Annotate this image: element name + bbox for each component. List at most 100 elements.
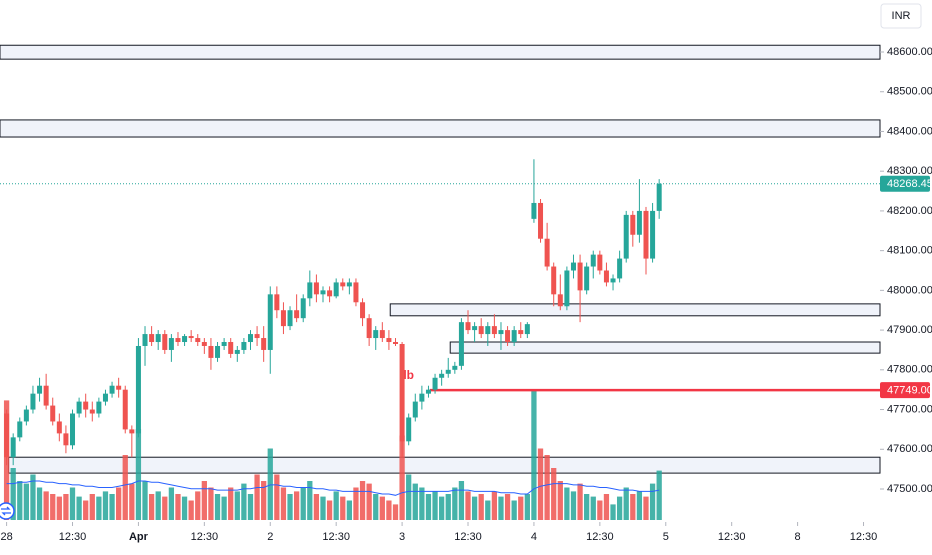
- candle-body: [630, 214, 636, 235]
- candle-body: [445, 369, 451, 374]
- candle-body: [221, 342, 227, 346]
- candle-body: [485, 326, 491, 335]
- logo[interactable]: [0, 502, 15, 520]
- candle-body: [577, 262, 583, 291]
- volume-bar: [102, 491, 109, 520]
- volume-bar: [320, 496, 326, 520]
- y-tick-label: 47700.00: [887, 403, 932, 415]
- candle-body: [327, 290, 333, 297]
- candle-body: [505, 330, 511, 343]
- candle-body: [399, 343, 405, 442]
- volume-bar: [89, 494, 95, 520]
- candle-body: [294, 310, 300, 319]
- currency: INR: [892, 10, 911, 22]
- x-tick-label: 12:30: [59, 531, 87, 543]
- x-tick-label: 2: [267, 531, 273, 543]
- logo-arrows: [1, 506, 11, 516]
- x-tick-label: 12:30: [322, 531, 350, 543]
- candle-body: [313, 282, 319, 295]
- candle-body: [393, 342, 399, 344]
- candle-body: [109, 385, 115, 394]
- volume-bar: [531, 390, 537, 520]
- volume-bar: [419, 487, 425, 520]
- volume-bar: [228, 487, 234, 520]
- candle-body: [610, 278, 616, 283]
- candle-body: [544, 238, 550, 267]
- candle-body: [333, 282, 339, 297]
- y-tick-label: 48200.00: [887, 205, 932, 217]
- volume-bar: [359, 481, 366, 520]
- x-tick-label: 12:30: [191, 531, 219, 543]
- candle-body: [76, 401, 82, 414]
- candle-body: [37, 385, 43, 394]
- volume-bar: [544, 455, 550, 520]
- candle-body: [267, 294, 273, 350]
- candle-body: [63, 433, 69, 446]
- candle-body: [590, 254, 596, 267]
- volume-bar: [241, 483, 247, 520]
- x-tick-label: 12:30: [718, 531, 746, 543]
- candle-body: [366, 318, 372, 339]
- volume-bar: [261, 481, 267, 520]
- volume-bar: [340, 496, 346, 520]
- y-tick-label: 48100.00: [887, 245, 932, 257]
- volume-bar: [518, 496, 524, 520]
- candle-body: [603, 270, 609, 283]
- candle-body: [162, 334, 168, 350]
- volume-bar: [181, 496, 188, 520]
- volume-bar: [162, 496, 168, 520]
- volume-bar: [478, 494, 484, 520]
- volume-bar: [623, 487, 629, 520]
- candle-body: [346, 282, 352, 287]
- level-tag: [880, 382, 930, 399]
- volume-bar: [36, 487, 43, 520]
- candle-body: [432, 377, 438, 390]
- currency-box[interactable]: [880, 3, 922, 29]
- candle-body: [188, 336, 194, 339]
- candle-body: [96, 401, 102, 414]
- candle-body: [531, 202, 537, 219]
- volume-bar: [201, 481, 207, 520]
- volume-bar: [195, 491, 201, 520]
- volume-ma: [6, 480, 660, 496]
- volume-bar: [406, 474, 412, 520]
- x-tick-label: 12:30: [850, 531, 878, 543]
- volume-bar: [135, 429, 142, 520]
- candle-body: [287, 310, 293, 327]
- volume-bar: [221, 496, 227, 520]
- volume-bar: [610, 504, 616, 520]
- candle-body: [175, 338, 181, 343]
- volume-bar: [293, 491, 300, 520]
- volume-bar: [116, 487, 122, 520]
- volume-bar: [465, 491, 471, 520]
- volume-bar: [630, 494, 636, 520]
- candle-body: [129, 429, 135, 434]
- candle-body: [373, 330, 379, 339]
- candle-body: [379, 330, 385, 339]
- volume-bar: [214, 494, 221, 520]
- zone: [0, 119, 881, 138]
- y-tick-label: 47500.00: [887, 483, 932, 495]
- volume-bar: [491, 491, 498, 520]
- candle-body: [234, 349, 240, 354]
- y-tick-label: 48300.00: [887, 165, 932, 177]
- volume-bar: [300, 487, 306, 520]
- candle-body: [386, 338, 392, 343]
- volume-bar: [346, 500, 352, 520]
- volume-bar: [399, 435, 405, 520]
- candle-body: [491, 326, 497, 335]
- candle-body: [280, 310, 286, 327]
- x-tick-label: 12:30: [454, 531, 482, 543]
- volume-bar: [313, 494, 320, 520]
- y-tick-label: 48500.00: [887, 86, 932, 98]
- candle-body: [478, 326, 484, 335]
- x-tick-label: 28: [0, 531, 12, 543]
- x-tick-label: 4: [531, 531, 537, 543]
- volume-bar: [30, 474, 36, 520]
- volume-bar: [307, 481, 313, 520]
- candle-body: [360, 302, 366, 319]
- volume-bar: [551, 468, 557, 520]
- candle-body: [623, 214, 629, 259]
- candle-body: [617, 258, 623, 279]
- volume-bar: [603, 494, 610, 520]
